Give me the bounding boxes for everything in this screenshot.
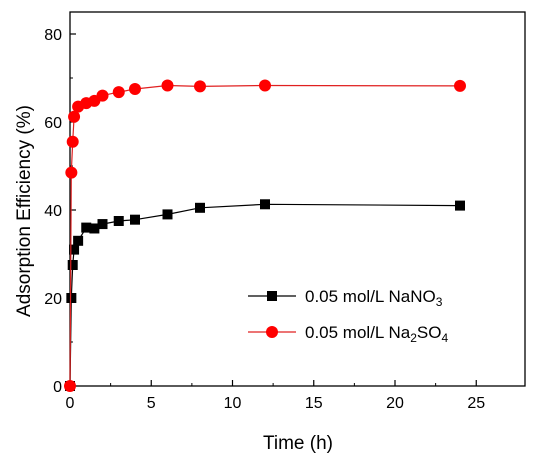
data-point-square	[195, 202, 205, 213]
axis-ticks: 0 5 10 15 20 25 0 20 40 60 80	[44, 27, 485, 412]
y-tick-label: 40	[44, 203, 62, 220]
y-axis-title: Adsorption Efficiency (%)	[14, 105, 35, 317]
plot-border	[69, 11, 526, 387]
data-point-square	[455, 200, 465, 211]
series-1	[65, 199, 465, 391]
legend-label-2: 0.05 mol/L Na2SO4	[305, 323, 448, 345]
x-tick-label: 25	[467, 395, 485, 412]
data-point-square	[81, 222, 92, 233]
legend-marker-2	[266, 326, 278, 338]
data-point-square	[97, 219, 108, 230]
x-tick-label: 5	[147, 395, 156, 412]
y-tick-label: 20	[44, 291, 62, 308]
data-point-square	[69, 244, 80, 255]
data-point-circle	[112, 86, 125, 99]
x-tick-label: 20	[386, 395, 404, 412]
x-tick-label: 10	[224, 395, 242, 412]
data-point-circle	[68, 110, 81, 123]
legend-marker-1	[267, 291, 277, 301]
series-layer	[64, 79, 466, 392]
x-tick-label: 15	[305, 395, 323, 412]
data-point-square	[89, 223, 100, 234]
data-point-circle	[96, 89, 109, 102]
data-point-circle	[66, 135, 79, 148]
data-point-square	[113, 216, 124, 226]
data-point-square	[67, 260, 78, 270]
data-point-square	[66, 293, 77, 303]
data-point-circle	[65, 166, 78, 179]
data-point-circle	[161, 79, 174, 92]
data-point-circle	[454, 79, 466, 92]
legend: 0.05 mol/L NaNO3 0.05 mol/L Na2SO4	[248, 287, 448, 345]
data-point-square	[260, 199, 270, 210]
data-point-circle	[259, 79, 271, 92]
data-point-circle	[194, 80, 206, 93]
y-tick-label: 0	[53, 379, 62, 396]
y-tick-label: 80	[44, 27, 62, 44]
data-point-square	[162, 209, 173, 220]
data-point-square	[73, 235, 84, 246]
data-point-square	[130, 214, 140, 225]
series-2	[64, 79, 466, 392]
plot-frame	[69, 11, 526, 387]
x-tick-label: 0	[66, 395, 75, 412]
legend-label-1: 0.05 mol/L NaNO3	[305, 287, 443, 309]
data-point-circle	[64, 380, 76, 392]
y-tick-label: 60	[44, 115, 62, 132]
data-point-circle	[129, 83, 141, 95]
x-axis-title: Time (h)	[263, 433, 333, 454]
